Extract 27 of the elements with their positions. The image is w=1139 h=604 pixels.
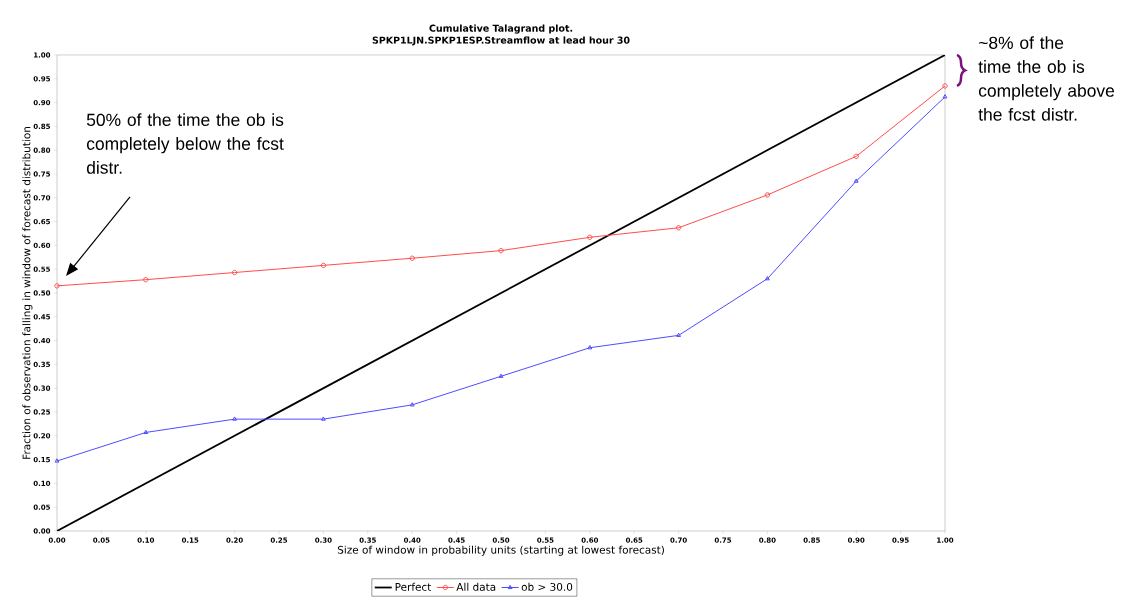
legend-label: ob > 30.0 [521, 582, 573, 591]
point [498, 373, 504, 378]
point [676, 332, 682, 337]
chart-subtitle: SPKP1LJN.SPKP1ESP.Streamflow at lead hour 30 [372, 36, 630, 46]
point [675, 225, 682, 231]
point [232, 416, 238, 421]
chart-title: Cumulative Talagrand plot. [429, 24, 573, 34]
point [853, 178, 859, 183]
point [587, 234, 593, 240]
point [320, 262, 327, 269]
point [143, 276, 149, 283]
point [853, 153, 859, 160]
point [498, 247, 504, 254]
text: ~8% of the time the ob is completely above the fcst distr. [978, 36, 1115, 121]
annotation: 50% of the time the ob is completely below the fcst distr. [86, 113, 284, 174]
point [143, 429, 149, 435]
point [764, 192, 771, 198]
point [765, 276, 770, 281]
x-axis-title: Size of window in probability units (starting at lowest forecast) [337, 545, 664, 556]
point [321, 416, 326, 421]
legend-label: All data [456, 582, 496, 591]
point [587, 345, 593, 350]
legend-label: Perfect [395, 582, 432, 591]
y-axis-title: Fraction of observation falling in window of forecast distribution [22, 127, 33, 459]
point [409, 402, 415, 407]
point [409, 255, 415, 261]
point [231, 269, 238, 276]
